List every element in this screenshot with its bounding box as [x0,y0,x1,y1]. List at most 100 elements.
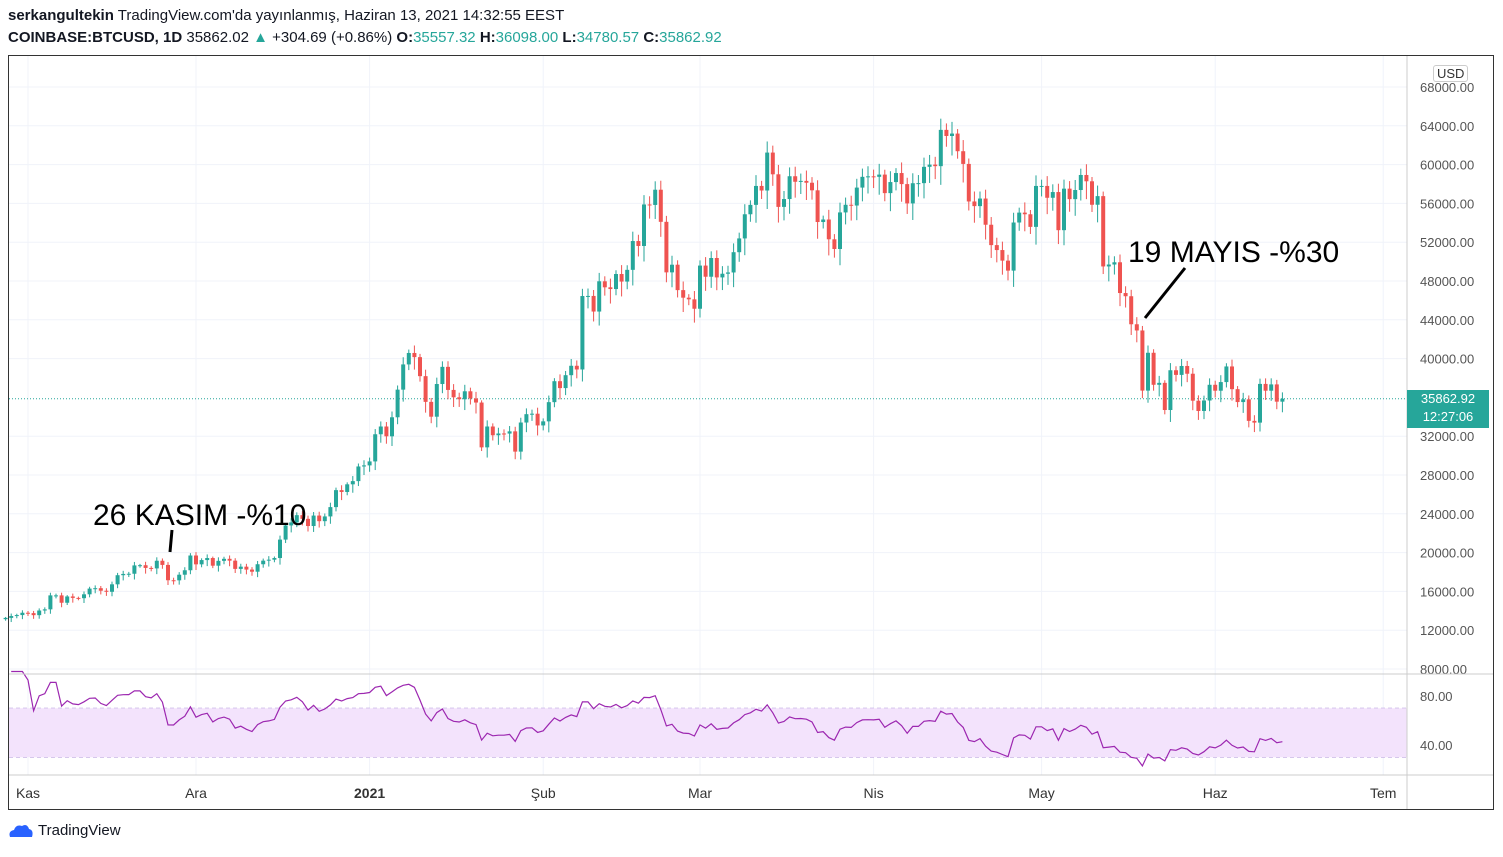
candle [625,265,630,290]
candle [160,558,165,569]
candle [26,610,30,617]
candle-body [171,580,176,582]
candle-body [1162,382,1167,411]
candle [166,562,170,585]
price-tick: 56000.00 [1420,196,1474,211]
candle [860,168,865,202]
candle [59,592,64,608]
candle-body [546,402,551,422]
candle-body [1084,174,1089,182]
candle [1011,212,1016,287]
candle-body [1202,400,1206,411]
price-tick: 28000.00 [1420,468,1474,483]
candle [154,557,159,575]
candle-body [356,466,361,482]
candle [737,232,742,262]
close-label: C: [643,29,660,46]
candle [406,349,411,371]
currency-label[interactable]: USD [1433,65,1469,82]
candle-body [59,595,64,603]
open-value: 35557.32 [413,29,476,46]
candle [518,417,523,460]
candle-body [177,574,182,581]
candle [810,177,814,200]
candle-body [1213,384,1218,391]
candle-body [815,190,820,223]
candle [434,377,439,428]
candle-body [843,204,848,213]
candle-body [311,515,316,527]
bar-countdown: 12:27:06 [1422,409,1474,424]
candle-body [642,204,646,246]
candle-body [849,204,854,206]
price-change: +304.69 (+0.86%) [272,29,393,46]
candle-body [1028,214,1033,227]
candle-body [434,384,439,417]
candle-body [944,129,949,136]
candle-body [916,183,921,185]
candle-body [770,152,775,175]
candle-body [810,182,814,191]
candle-body [737,238,742,253]
candle [1090,176,1094,212]
candle [93,585,98,594]
candle-body [255,564,260,572]
rsi-tick: 80.00 [1420,689,1453,704]
candle [110,581,114,597]
candle [910,173,915,220]
candle-body [1022,212,1027,215]
annotation-line-kasim[interactable] [168,529,174,553]
annotation-mayis[interactable]: 19 MAYIS -%30 [1128,236,1339,269]
rsi-tick: 40.00 [1420,738,1453,753]
candle [541,418,546,431]
candle-body [104,590,109,592]
candle [703,257,708,291]
candle [272,556,277,563]
tradingview-logo[interactable]: TradingView [8,822,121,839]
candle-body [1146,352,1150,391]
candle-body [1252,420,1257,423]
candle [65,595,70,605]
annotation-kasim[interactable]: 26 KASIM -%10 [93,499,306,532]
candle [31,610,36,619]
candle-body [1034,185,1038,227]
candle [552,378,557,408]
candle-body [1017,212,1022,223]
candle-body [1185,365,1190,374]
candle-body [759,185,764,191]
candle-body [765,152,770,191]
author[interactable]: serkangultekin [8,7,114,24]
chart-frame[interactable] [8,55,1494,810]
annotation-line-mayis[interactable] [1143,267,1187,319]
candle [1140,325,1145,399]
candle [793,166,798,198]
candle-body [580,296,585,370]
candle-body [647,204,652,206]
open-label: O: [396,29,414,46]
candle-body [423,376,428,402]
candle [54,593,58,599]
candle [989,217,994,258]
candle [126,571,131,578]
candle-body [899,173,904,185]
candle-body [658,189,663,222]
candle [412,345,417,370]
candle-body [1011,222,1016,271]
candle [1134,317,1139,343]
price-tick: 8000.00 [1420,662,1467,677]
candle [205,554,210,567]
candle-body [838,212,842,249]
candle-body [922,166,926,184]
candle-body [474,398,478,403]
candle [457,392,462,407]
candle-body [37,610,42,616]
candle-body [787,176,792,200]
candle [630,231,635,286]
candle [888,171,893,212]
time-tick: Şub [531,785,556,801]
candle-body [653,189,658,205]
candle-body [1263,383,1268,391]
candle-body [138,565,142,567]
candle [670,255,674,288]
